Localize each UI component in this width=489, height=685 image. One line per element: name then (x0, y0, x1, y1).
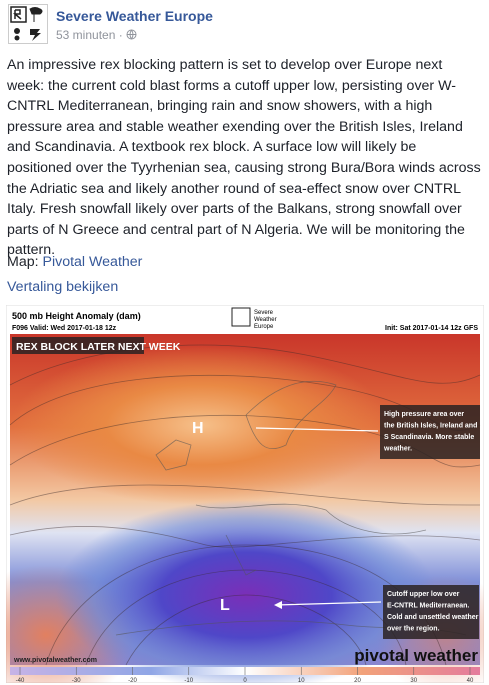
colorbar-tick-label: -30 (72, 678, 81, 683)
logo-line: Severe (254, 310, 274, 316)
page-avatar[interactable] (8, 4, 48, 44)
avatar-logo (10, 6, 43, 41)
high-note-line: weather. (383, 446, 412, 453)
high-note-line: the British Isles, Ireland and (384, 423, 477, 430)
colorbar-tick-label: -10 (184, 678, 193, 683)
colorbar-tick-label: 0 (243, 678, 247, 683)
map-link[interactable]: Pivotal Weather (42, 254, 143, 270)
map-source: www.pivotalweather.com (13, 657, 97, 664)
map-label: Map: (7, 254, 39, 270)
map-credit: Map: Pivotal Weather (7, 254, 142, 270)
high-arrow (255, 427, 379, 432)
high-note-box (380, 405, 480, 459)
map-valid: F096 Valid: Wed 2017-01-18 12z (12, 325, 117, 332)
high-note-line: High pressure area over (384, 411, 464, 418)
high-label: H (192, 420, 204, 437)
low-arrow (275, 601, 382, 606)
post-meta: 53 minuten · (56, 28, 137, 42)
low-note-line: Cutoff upper low over (387, 591, 460, 598)
separator: · (118, 28, 123, 42)
colorbar-tick-label: 30 (410, 678, 417, 683)
logo-line: Weather (254, 317, 277, 323)
map-init: Init: Sat 2017-01-14 12z GFS (385, 325, 478, 332)
colorbar-tick-label: 20 (354, 678, 361, 683)
logo-line: Europe (254, 324, 274, 330)
colorbar-tick-label: 40 (467, 678, 474, 683)
post-time[interactable]: 53 minuten (56, 28, 116, 42)
map-logo (231, 307, 251, 327)
globe-icon (126, 29, 137, 40)
banner: REX BLOCK LATER NEXT WEEK (16, 341, 181, 353)
low-label: L (220, 597, 230, 614)
weather-map[interactable]: 500 mb Height Anomaly (dam) F096 Valid: … (6, 305, 484, 683)
low-note-line: E-CNTRL Mediterranean. (387, 603, 469, 610)
low-note-line: Cold and unsettled weather (387, 614, 479, 621)
high-note-line: S Scandinavia. More stable (384, 434, 474, 441)
post-text: An impressive rex blocking pattern is se… (7, 57, 481, 259)
colorbar-tick-label: -40 (16, 678, 25, 683)
map-title: 500 mb Height Anomaly (dam) (12, 311, 141, 321)
translate-link[interactable]: Vertaling bekijken (7, 279, 119, 295)
low-arrowhead (274, 601, 282, 609)
map-brand: pivotal weather (354, 646, 478, 665)
colorbar-tick-label: -20 (128, 678, 137, 683)
low-note-line: over the region. (387, 626, 440, 633)
banner-box (12, 337, 144, 354)
colorbar-tick-label: 10 (298, 678, 305, 683)
low-note-box (383, 585, 479, 639)
page-name[interactable]: Severe Weather Europe (56, 8, 213, 24)
